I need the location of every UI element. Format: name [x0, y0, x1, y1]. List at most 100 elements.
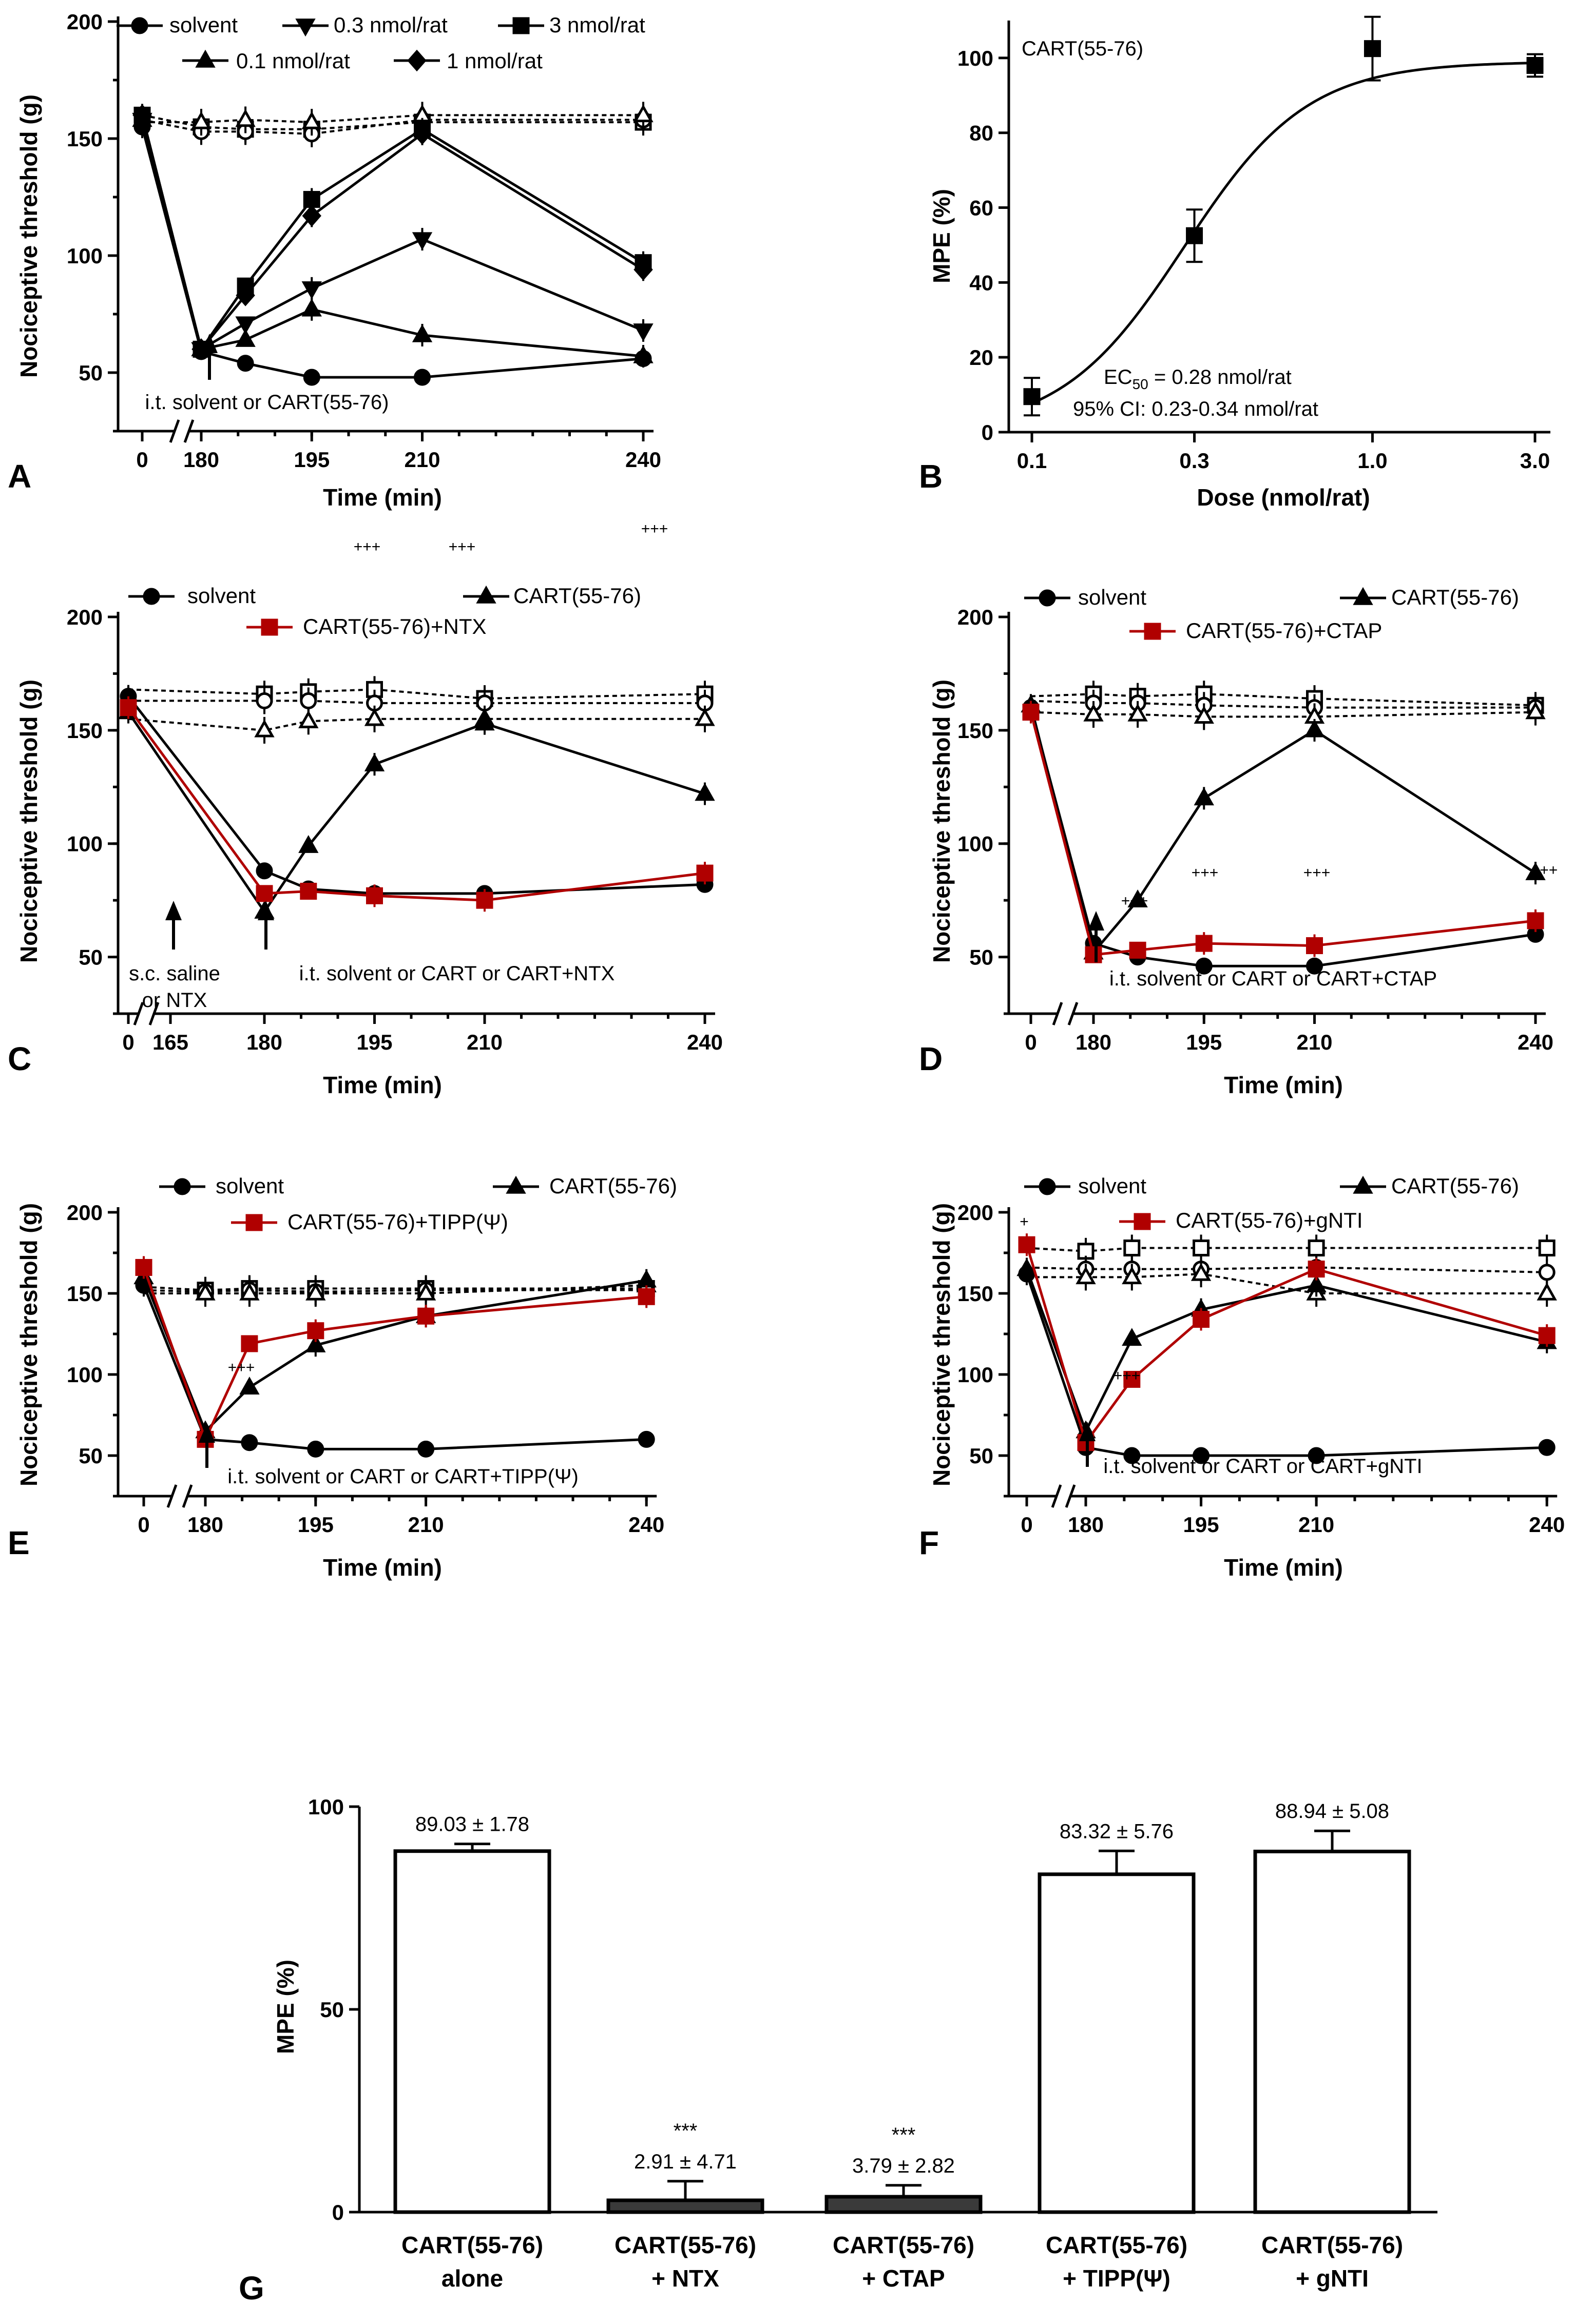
panel-g-category-1-line2: + NTX — [651, 2265, 719, 2292]
panel-c-annotation-1b: or NTX — [142, 989, 207, 1012]
panel-b-ytick-label-5: 100 — [957, 46, 993, 70]
panel-e-legend: solvent CART(55-76) CART(55-76)+TIPP(Ψ) — [216, 1174, 677, 1234]
panel-c-legend-marker-2 — [261, 618, 278, 636]
panel-e-legend-marker-1 — [506, 1175, 526, 1194]
panel-b-title: CART(55-76) — [1022, 37, 1143, 60]
panel-c-arrow-0-head — [165, 901, 182, 920]
panel-a-annotation: i.t. solvent or CART(55-76) — [145, 391, 389, 414]
panel-b-xtick-label-2: 1.0 — [1357, 449, 1387, 473]
panel-d-sig-1: +++ — [1192, 864, 1219, 881]
panel-a-point-2-2 — [235, 316, 256, 335]
panel-e-control-marker — [415, 1282, 436, 1301]
panel-g: G MPE (%) 0 50 100 89.03 ± 1.78 CART(55-76) a… — [239, 1795, 1437, 2307]
panel-label-c: C — [8, 1040, 31, 1077]
legend-0.1: 0.1 nmol/rat — [236, 49, 350, 73]
panel-e-point-1-5 — [636, 1269, 657, 1288]
panel-c-control-line-1 — [128, 700, 705, 704]
panel-g-category-4-line2: + gNTI — [1296, 2265, 1369, 2292]
panel-e-axis-break-2 — [182, 1484, 193, 1508]
panel-d-sig-3: +++ — [1531, 862, 1558, 879]
panel-b-ytick-label-3: 60 — [969, 196, 993, 220]
panel-d-ytick-label-2: 150 — [957, 719, 993, 743]
panel-g-category-0-line1: CART(55-76) — [401, 2232, 543, 2258]
panel-f-control-line-0 — [1026, 1247, 1547, 1252]
panel-f-legend-marker-1 — [1353, 1175, 1373, 1194]
panel-f-xtick-label-0: 0 — [1021, 1513, 1032, 1537]
panel-d-sig-0: +++ — [1121, 893, 1148, 909]
panel-g-bar-3 — [1038, 1872, 1196, 2214]
panel-g-ytick-label-0: 0 — [332, 2200, 344, 2224]
panel-g-value-label-4: 88.94 ± 5.08 — [1275, 1800, 1389, 1823]
panel-e-point-0-4 — [417, 1440, 435, 1458]
panel-a-point-1-4 — [412, 324, 433, 342]
panel-f-point-0-5 — [1538, 1439, 1556, 1456]
panel-d-ytick-label-0: 50 — [969, 945, 993, 970]
panel-c-legend-marker-0 — [143, 588, 160, 605]
panel-b-ytick-label-1: 20 — [969, 345, 993, 370]
panel-a-series-line-3 — [141, 114, 644, 352]
panel-g-ytick-label-1: 50 — [320, 1998, 344, 2022]
panel-e-xlabel: Time (min) — [323, 1554, 442, 1581]
panel-e-series-line-0 — [142, 1285, 647, 1450]
panel-e-xtick-label-4: 240 — [628, 1513, 664, 1537]
panel-f-xtick-label-1: 180 — [1068, 1513, 1104, 1537]
panel-e-legend-marker-2 — [245, 1214, 263, 1231]
panel-a-legend-marker-1 — [195, 49, 216, 68]
panel-c-xtick-label-5: 240 — [687, 1030, 723, 1054]
panel-d-point-1-3 — [1194, 787, 1214, 806]
panel-g-value-label-3: 83.32 ± 5.76 — [1060, 1820, 1174, 1843]
legend-e-solvent: solvent — [216, 1174, 284, 1198]
panel-a-legend-marker-2 — [295, 18, 316, 37]
panel-f-legend-marker-0 — [1039, 1178, 1056, 1195]
panel-g-value-label-1: 2.91 ± 4.71 — [634, 2151, 737, 2173]
panel-g-value-label-2: 3.79 ± 2.82 — [852, 2155, 955, 2177]
panel-d-ylabel: Nociceptive threshold (g) — [928, 680, 955, 963]
panel-a-legend-marker-0 — [131, 17, 148, 34]
panel-f-ytick-label-3: 200 — [957, 1200, 993, 1225]
panel-a-point-4-2 — [237, 277, 254, 295]
panel-f-arrow-0-head — [1079, 1422, 1096, 1441]
panel-d-point-1-4 — [1304, 719, 1325, 738]
panel-a-series-line-4 — [141, 114, 644, 353]
panel-f-point-1-0 — [1016, 1258, 1037, 1276]
legend-c-cart: CART(55-76) — [513, 584, 641, 608]
panel-f-series-line-0 — [1025, 1273, 1547, 1457]
panel-b-point-0 — [1023, 388, 1041, 405]
panel-b-fit-curve — [1031, 62, 1535, 405]
panel-c-point-2-5 — [696, 864, 714, 882]
legend-f-gnti: CART(55-76)+gNTI — [1176, 1208, 1363, 1232]
panel-c-sig-1: +++ — [449, 538, 476, 555]
panel-b-point-2 — [1364, 40, 1381, 57]
panel-c-arrow-0 — [165, 901, 182, 950]
panel-a-xtick-label-4: 240 — [625, 448, 661, 472]
panel-c-control-line-0 — [128, 688, 705, 700]
panel-c-control-marker — [695, 708, 715, 726]
panel-f-control-marker — [1538, 1240, 1556, 1257]
panel-e-point-0-3 — [307, 1440, 324, 1458]
panel-d-point-2-2 — [1129, 941, 1146, 959]
panel-c-control-marker — [254, 719, 275, 738]
panel-label-d: D — [919, 1040, 943, 1077]
panel-e-control-marker — [239, 1282, 260, 1301]
panel-label-b: B — [919, 458, 943, 495]
panel-b-xtick-label-0: 0.1 — [1017, 449, 1047, 473]
panel-a-point-2-3 — [301, 281, 322, 300]
panel-e-ylabel: Nociceptive threshold (g) — [15, 1203, 42, 1486]
panel-b-ci: 95% CI: 0.23-0.34 nmol/rat — [1073, 398, 1318, 420]
panel-a-ytick-label-3: 200 — [67, 10, 103, 34]
legend-d-cart: CART(55-76) — [1391, 585, 1519, 609]
panel-c-ytick-label-2: 150 — [67, 719, 103, 743]
legend-d-solvent: solvent — [1078, 585, 1146, 609]
legend-e-cart: CART(55-76) — [549, 1174, 677, 1198]
panel-f-xtick-label-3: 210 — [1298, 1513, 1334, 1537]
panel-c-point-1-2 — [298, 835, 319, 853]
panel-c-annotation-1a: s.c. saline — [129, 962, 220, 985]
panel-d-control-line-0 — [1030, 693, 1536, 707]
panel-c-xtick-label-3: 195 — [356, 1030, 392, 1054]
legend-3: 3 nmol/rat — [549, 13, 645, 37]
panel-a-point-1-2 — [235, 328, 256, 347]
panel-d-control-marker — [1525, 701, 1546, 720]
panel-a-point-4-5 — [635, 254, 652, 272]
panel-f-control-marker — [1308, 1240, 1325, 1257]
panel-c-arrow-1 — [258, 901, 274, 950]
